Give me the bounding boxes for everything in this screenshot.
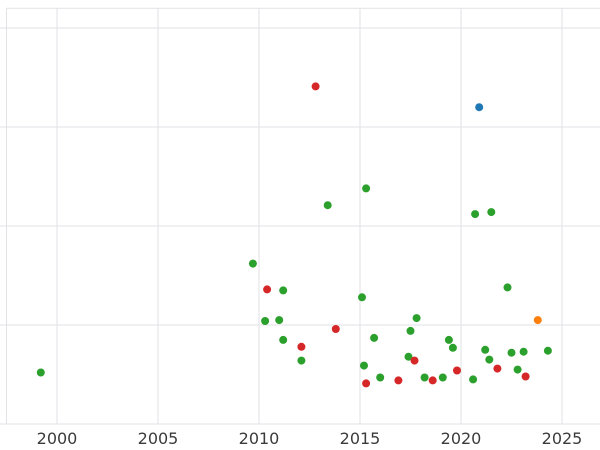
data-point-green-series <box>503 283 512 292</box>
data-point-green-series <box>507 348 516 357</box>
data-point-green-series <box>519 347 528 356</box>
data-point-green-series <box>36 368 45 377</box>
data-point-red-series <box>263 285 272 294</box>
data-point-red-series <box>362 379 371 388</box>
data-point-green-series <box>275 316 284 325</box>
data-point-green-series <box>481 345 490 354</box>
data-point-green-series <box>513 365 522 374</box>
data-point-red-series <box>453 366 461 375</box>
x-tick-label: 2015 <box>340 429 381 448</box>
data-point-green-series <box>297 356 306 365</box>
data-point-green-series <box>279 335 288 344</box>
data-point-red-series <box>311 82 320 91</box>
data-point-green-series <box>471 210 480 219</box>
x-tick-label: 2025 <box>542 429 583 448</box>
data-point-red-series <box>394 376 403 385</box>
data-point-green-series <box>420 373 429 382</box>
data-point-green-series <box>261 317 270 325</box>
data-point-green-series <box>469 375 478 384</box>
data-point-green-series <box>485 355 494 364</box>
data-point-green-series <box>448 343 457 352</box>
data-point-green-series <box>358 293 366 302</box>
data-point-red-series <box>297 342 306 351</box>
data-point-green-series <box>362 184 371 193</box>
data-point-green-series <box>406 326 415 335</box>
x-tick-label: 2005 <box>138 429 179 448</box>
data-point-red-series <box>493 364 502 373</box>
data-point-green-series <box>404 352 413 361</box>
data-point-green-series <box>360 361 368 370</box>
data-point-green-series <box>487 208 496 217</box>
data-point-green-series <box>376 373 385 382</box>
data-point-green-series <box>370 333 379 342</box>
x-tick-label: 2010 <box>239 429 280 448</box>
data-point-green-series <box>412 314 421 323</box>
data-point-green-series <box>444 335 453 344</box>
data-point-red-series <box>428 376 437 385</box>
data-point-green-series <box>248 259 257 268</box>
data-point-red-series <box>331 325 340 333</box>
data-point-green-series <box>279 286 288 295</box>
data-point-orange-series <box>533 316 542 325</box>
x-tick-label: 2000 <box>37 429 78 448</box>
data-point-green-series <box>438 373 447 382</box>
data-point-red-series <box>410 356 419 365</box>
data-point-green-series <box>543 346 552 355</box>
data-point-blue-series <box>475 103 484 112</box>
data-point-red-series <box>521 372 530 381</box>
data-point-green-series <box>323 201 332 210</box>
x-tick-label: 2020 <box>441 429 482 448</box>
